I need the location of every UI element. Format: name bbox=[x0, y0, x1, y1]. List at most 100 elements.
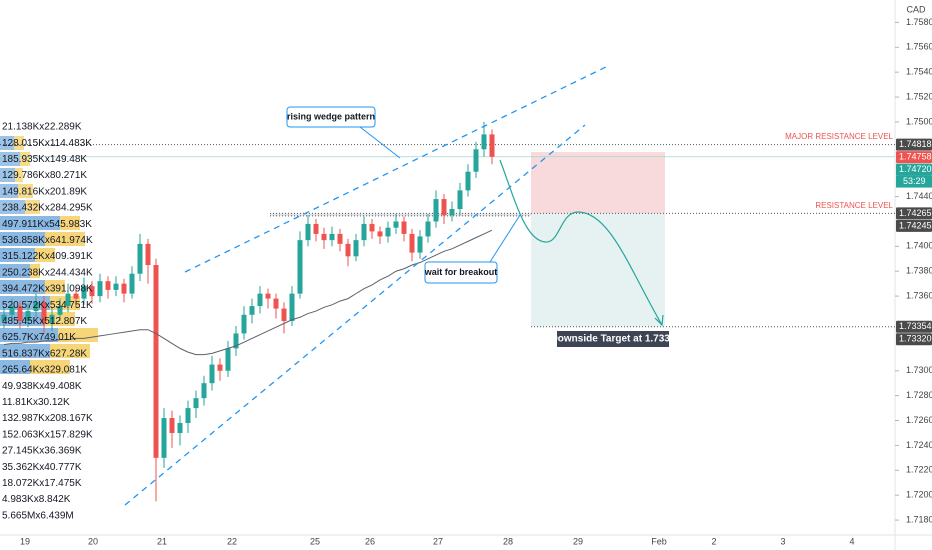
volume-profile-label: 625.7Kx749.01K bbox=[2, 332, 76, 343]
callout-box bbox=[286, 106, 376, 128]
y-tick-label: 1.72600 bbox=[906, 415, 932, 425]
volume-profile-label: 21.138Kx22.289K bbox=[2, 122, 82, 133]
profile-bar bbox=[25, 200, 40, 214]
candle-body bbox=[393, 221, 399, 228]
price-tag bbox=[896, 320, 932, 333]
callout-box bbox=[424, 261, 498, 284]
profile-bar bbox=[20, 152, 30, 166]
callout-pointer bbox=[489, 214, 521, 263]
profile-bar bbox=[15, 168, 23, 182]
candle-body bbox=[249, 306, 255, 315]
candle-body bbox=[161, 418, 167, 458]
profile-bar bbox=[50, 344, 90, 358]
candle-body bbox=[137, 243, 143, 274]
price-tags: 1.74818 1.74758 1.74720 53:29 1.74265 1.74245… bbox=[896, 138, 932, 346]
candle-body bbox=[281, 308, 287, 321]
volume-profile-label: 4.983Kx8.842K bbox=[2, 494, 71, 505]
volume-profile-label: 35.362Kx40.777K bbox=[2, 462, 82, 473]
x-tick-label: 3 bbox=[780, 536, 785, 546]
candle-body bbox=[33, 302, 39, 312]
profile-bar bbox=[18, 184, 33, 198]
candle-body bbox=[257, 293, 263, 307]
volume-profile-label: 185.935Kx149.48K bbox=[2, 154, 87, 165]
y-tick-label: 1.72200 bbox=[906, 465, 932, 475]
volume-profile-label: 520.572Kx534.751K bbox=[2, 300, 93, 311]
y-tick-label: 1.73800 bbox=[906, 266, 932, 276]
candle-body bbox=[97, 281, 103, 297]
volume-profile-label: 128.015Kx114.483K bbox=[2, 138, 92, 149]
candle-body bbox=[73, 293, 79, 299]
candle-body bbox=[297, 240, 303, 294]
candle-body bbox=[481, 134, 487, 150]
candle-body bbox=[233, 333, 239, 349]
candle-body bbox=[433, 199, 439, 222]
profile-bar bbox=[0, 344, 50, 358]
candle-body bbox=[201, 383, 207, 399]
volume-profile-label: 27.145Kx36.369K bbox=[2, 446, 82, 457]
profile-bar bbox=[30, 264, 40, 278]
candle-body bbox=[369, 223, 375, 232]
price-tag bbox=[896, 151, 932, 164]
price-tag-label: 1.74758 bbox=[899, 151, 932, 161]
candle-body bbox=[41, 302, 47, 324]
drawings bbox=[124, 64, 669, 506]
candle-body bbox=[353, 240, 359, 257]
candle-body bbox=[121, 283, 127, 294]
volume-profile-label: 516.837Kx627.28K bbox=[2, 348, 87, 359]
profile-bar bbox=[0, 248, 35, 262]
candle-body bbox=[65, 293, 71, 307]
target-label-box bbox=[557, 331, 669, 347]
x-tick-label: 19 bbox=[20, 536, 30, 546]
candle-body bbox=[457, 190, 463, 210]
price-tag bbox=[896, 163, 932, 176]
x-tick-label: 4 bbox=[849, 536, 854, 546]
volume-profile-label: 132.987Kx208.167K bbox=[2, 413, 93, 424]
price-tag-label: 1.74245 bbox=[899, 220, 932, 230]
profile-bar bbox=[0, 168, 15, 182]
y-tick-label: 1.75800 bbox=[906, 17, 932, 27]
countdown-tag bbox=[896, 175, 932, 188]
resistance-band bbox=[270, 213, 531, 216]
profile-bar bbox=[60, 216, 80, 230]
candle-body bbox=[217, 364, 223, 371]
profile-bar bbox=[0, 216, 60, 230]
x-tick-label: 20 bbox=[88, 536, 98, 546]
price-tag bbox=[896, 219, 932, 232]
profile-bar bbox=[0, 152, 20, 166]
volume-profile-label: 5.665Mx6.439M bbox=[2, 510, 74, 521]
moving-average bbox=[3, 229, 493, 356]
volume-profile-label: 149.816Kx201.89K bbox=[2, 186, 87, 197]
volume-profile-label: 485.45Kx512.807K bbox=[2, 316, 87, 327]
volume-profile-label: 11.81Kx30.12K bbox=[2, 397, 70, 408]
target-zone bbox=[531, 213, 665, 327]
candle-body bbox=[153, 265, 159, 458]
candle-body bbox=[273, 298, 279, 309]
volume-profile-label: 394.472Kx391.098K bbox=[2, 284, 93, 295]
price-tag-label: 1.74265 bbox=[899, 208, 932, 218]
currency-label: CAD bbox=[906, 4, 926, 14]
profile-bar bbox=[0, 264, 30, 278]
candle-body bbox=[377, 231, 383, 237]
y-tick-label: 1.72000 bbox=[906, 490, 932, 500]
volume-profile-label: 18.072Kx17.475K bbox=[2, 478, 82, 489]
x-tick-label: 22 bbox=[227, 536, 237, 546]
candle-body bbox=[225, 348, 231, 371]
target-label: Downside Target at 1.7332 bbox=[551, 334, 676, 345]
candle-body bbox=[417, 236, 423, 253]
price-tag bbox=[896, 207, 932, 220]
y-tick-label: 1.71800 bbox=[906, 514, 932, 524]
price-tag bbox=[896, 333, 932, 346]
profile-bar bbox=[0, 200, 25, 214]
candle-body bbox=[105, 281, 111, 290]
y-tick-label: 1.73000 bbox=[906, 365, 932, 375]
x-tick-label: Feb bbox=[651, 536, 667, 546]
candle-body bbox=[345, 243, 351, 257]
x-tick-label: 27 bbox=[433, 536, 443, 546]
wedge-upper-line bbox=[184, 64, 611, 273]
candle-body bbox=[385, 227, 391, 237]
profile-bar bbox=[35, 248, 55, 262]
x-tick-label: 2 bbox=[711, 536, 716, 546]
candle-body bbox=[265, 293, 271, 299]
candle-body bbox=[425, 221, 431, 237]
volume-profile-bars bbox=[0, 136, 98, 374]
